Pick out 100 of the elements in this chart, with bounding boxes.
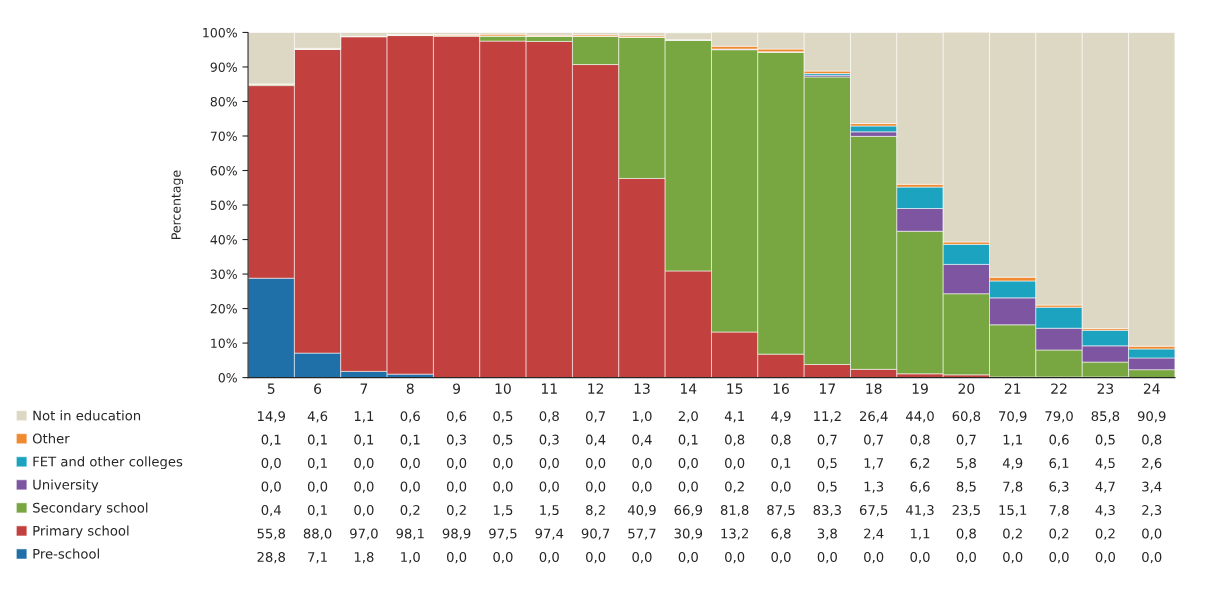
data-label: 0,1 <box>261 434 281 446</box>
data-label: 26,4 <box>859 411 888 423</box>
data-label: 7,1 <box>308 552 327 564</box>
data-label: 0,5 <box>817 481 837 493</box>
data-label: 0,7 <box>864 434 884 446</box>
x-tick-label: 12 <box>588 383 604 394</box>
data-label: 1,7 <box>864 458 884 470</box>
data-label: 1,5 <box>493 505 513 517</box>
data-label: 8,5 <box>956 481 976 493</box>
data-label: 0,0 <box>632 458 652 470</box>
data-label: 0,0 <box>1049 551 1069 564</box>
data-label: 5,8 <box>956 458 976 470</box>
data-label: 4,6 <box>307 411 328 423</box>
data-label: 85,8 <box>1091 411 1120 423</box>
data-label: 0,0 <box>1142 551 1162 564</box>
data-label: 0,0 <box>632 481 652 493</box>
data-label: 6,3 <box>1049 481 1069 493</box>
data-label: 0,7 <box>586 411 605 423</box>
data-label: 97,0 <box>350 528 378 540</box>
y-tick-label: 30% <box>210 269 237 279</box>
data-label: 57,7 <box>628 528 656 540</box>
x-tick-label: 14 <box>681 383 697 394</box>
x-tick-label: 6 <box>314 383 322 394</box>
data-label: 0,3 <box>446 434 467 446</box>
data-label: 0,0 <box>910 551 930 564</box>
x-tick-label: 20 <box>958 383 975 394</box>
legend-label: University <box>33 479 99 493</box>
data-label: 0,8 <box>771 434 791 446</box>
data-label: 0,5 <box>817 458 837 470</box>
data-label: 4,5 <box>1095 458 1115 470</box>
y-tick-label: 100% <box>203 27 237 38</box>
data-label: 14,9 <box>257 411 285 423</box>
data-label: 1,1 <box>354 411 374 423</box>
data-label: 11,2 <box>814 411 841 423</box>
data-label: 13,2 <box>721 528 749 540</box>
data-label: 0,0 <box>446 551 467 564</box>
data-label: 0,5 <box>493 411 513 423</box>
y-tick-label: 70% <box>210 131 237 141</box>
data-label: 0,0 <box>586 458 606 470</box>
data-label: 0,6 <box>400 411 420 423</box>
y-tick-label: 40% <box>210 235 237 245</box>
data-label: 4,9 <box>771 411 791 423</box>
data-label: 15,1 <box>999 505 1027 517</box>
data-label: 4,9 <box>1002 458 1023 470</box>
y-tick-label: 10% <box>211 338 237 349</box>
data-label: 1,1 <box>1003 434 1022 446</box>
y-tick-label: 50% <box>210 200 237 210</box>
data-label: 0,8 <box>539 411 559 423</box>
data-label: 0,6 <box>1049 434 1069 446</box>
x-tick-label: 15 <box>727 383 743 394</box>
data-label: 0,0 <box>817 551 837 564</box>
data-label: 7,8 <box>1049 505 1069 517</box>
data-label: 0,0 <box>1003 551 1023 564</box>
data-label: 0,0 <box>354 481 374 493</box>
data-label: 0,7 <box>956 434 976 446</box>
data-label: 0,4 <box>632 434 652 446</box>
data-label: 0,0 <box>725 551 745 564</box>
x-tick-label: 18 <box>866 383 882 394</box>
data-label: 0,0 <box>632 551 652 564</box>
data-label: 0,0 <box>493 551 513 564</box>
data-label: 0,1 <box>678 434 698 446</box>
x-tick-label: 17 <box>820 383 835 394</box>
data-label: 30,9 <box>674 528 703 540</box>
data-label: 55,8 <box>257 528 286 540</box>
legend-label: Not in education <box>33 410 141 421</box>
data-label: 67,5 <box>859 505 888 517</box>
data-label: 0,0 <box>586 551 606 564</box>
y-tick-label: 60% <box>210 165 237 176</box>
data-label: 0,0 <box>539 481 559 493</box>
y-tick-label: 90% <box>210 62 237 72</box>
data-label: 2,6 <box>1142 458 1162 470</box>
x-tick-label: 9 <box>453 383 461 394</box>
legend-label: Other <box>32 433 70 444</box>
data-label: 0,0 <box>261 458 281 470</box>
data-label: 1,8 <box>354 551 374 564</box>
data-label: 0,4 <box>261 505 281 517</box>
data-label: 97,5 <box>489 528 517 540</box>
data-label: 4,3 <box>1095 505 1115 517</box>
data-label: 79,0 <box>1045 411 1073 423</box>
data-label: 1,0 <box>632 411 652 423</box>
data-label: 28,8 <box>257 551 286 564</box>
data-label: 0,0 <box>678 481 698 493</box>
data-label: 6,1 <box>1049 458 1069 470</box>
data-label: 60,8 <box>952 411 981 423</box>
data-label: 6,8 <box>771 528 791 540</box>
data-label: 0,7 <box>817 434 837 446</box>
data-label: 98,9 <box>442 528 471 540</box>
data-label: 0,0 <box>678 458 698 470</box>
data-label: 70,9 <box>999 411 1027 423</box>
data-label: 87,5 <box>767 505 795 517</box>
data-label: 0,0 <box>446 458 467 470</box>
data-label: 41,3 <box>905 505 934 517</box>
data-label: 2,0 <box>678 411 698 423</box>
data-label: 0,6 <box>446 411 467 423</box>
data-label: 0,0 <box>493 458 513 470</box>
data-label: 98,1 <box>396 528 424 540</box>
data-label: 23,5 <box>952 505 980 517</box>
y-tick-label: 0% <box>218 373 237 383</box>
data-label: 4,1 <box>724 411 744 423</box>
data-label: 2,3 <box>1142 505 1162 517</box>
